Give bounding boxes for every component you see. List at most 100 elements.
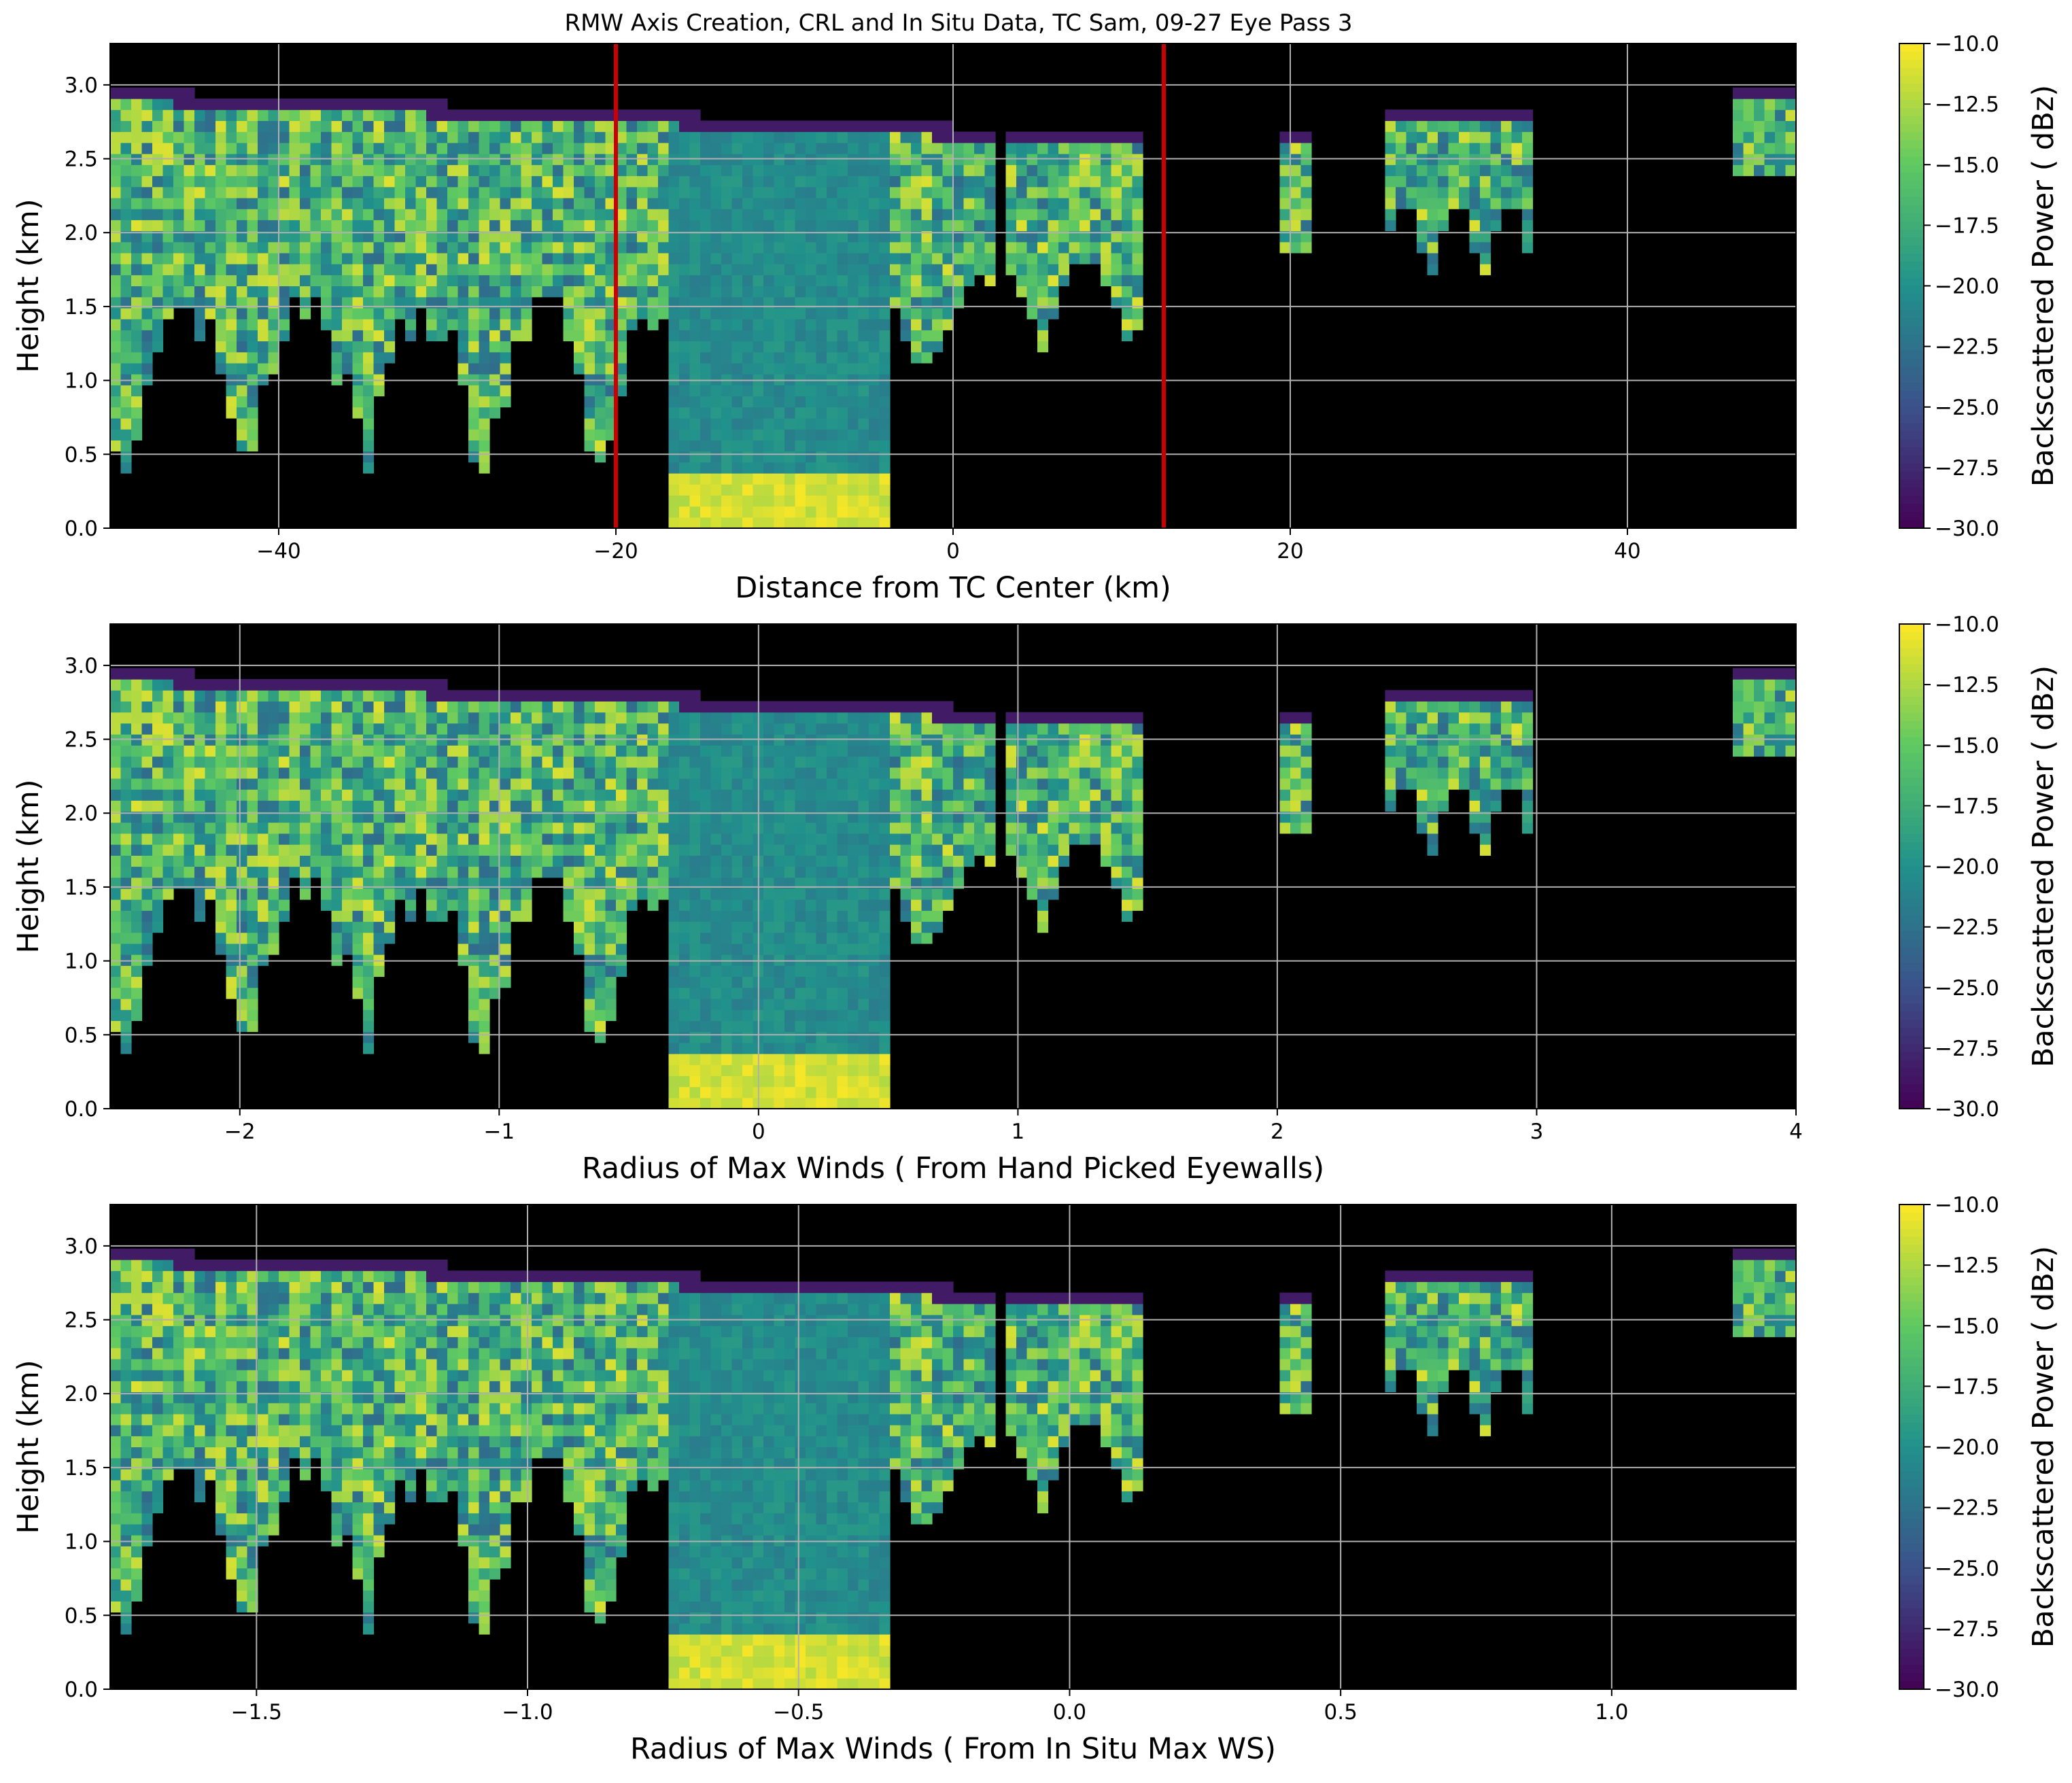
heatmap-cell [784, 451, 795, 463]
heatmap-cell [700, 308, 711, 319]
heatmap-cell [353, 844, 364, 856]
heatmap-cell [806, 275, 816, 286]
heatmap-cell [215, 789, 226, 801]
heatmap-cell [121, 330, 132, 341]
heatmap-cell [237, 99, 247, 110]
heatmap-cell [763, 220, 774, 231]
heatmap-cell [447, 109, 458, 121]
heatmap-cell [679, 690, 690, 702]
heatmap-cell [110, 120, 121, 132]
heatmap-cell [1417, 143, 1428, 154]
heatmap-cell [205, 888, 216, 900]
heatmap-cell [405, 701, 416, 712]
heatmap-cell [542, 701, 553, 712]
heatmap-cell [121, 767, 132, 779]
heatmap-cell [774, 506, 785, 518]
heatmap-cell [300, 690, 311, 702]
heatmap-cell [859, 789, 869, 801]
heatmap-cell [816, 988, 827, 999]
heatmap-cell [869, 954, 880, 966]
heatmap-cell [384, 899, 395, 911]
heatmap-cell [838, 253, 848, 264]
heatmap-cell [564, 910, 574, 922]
heatmap-cell [553, 120, 564, 132]
heatmap-cell [258, 910, 269, 922]
heatmap-cell [458, 701, 469, 712]
heatmap-cell [595, 109, 606, 121]
heatmap-cell [479, 844, 490, 856]
heatmap-cell [142, 800, 153, 812]
heatmap-cell [753, 176, 764, 188]
heatmap-cell [711, 506, 722, 518]
heatmap-cell [784, 1064, 795, 1076]
heatmap-cell [363, 341, 374, 353]
heatmap-cell [258, 176, 269, 188]
heatmap-cell [121, 396, 132, 408]
heatmap-cell [869, 308, 880, 319]
heatmap-cell [1406, 187, 1417, 198]
heatmap-cell [321, 867, 332, 878]
heatmap-cell [679, 165, 690, 176]
heatmap-cell [489, 264, 500, 275]
heatmap-cell [816, 120, 827, 132]
heatmap-cell [173, 844, 184, 856]
heatmap-cell [458, 253, 469, 264]
heatmap-cell [290, 723, 300, 735]
heatmap-cell [595, 965, 606, 977]
heatmap-cell [585, 965, 595, 977]
heatmap-cell [458, 341, 469, 353]
heatmap-cell [121, 242, 132, 254]
heatmap-cell [405, 855, 416, 867]
heatmap-cell [353, 690, 364, 702]
heatmap-cell [163, 823, 174, 834]
heatmap-cell [426, 855, 437, 867]
heatmap-cell [1459, 143, 1470, 154]
heatmap-cell [226, 910, 237, 922]
heatmap-cell [574, 187, 585, 198]
heatmap-cell [163, 120, 174, 132]
heatmap-cell [848, 899, 859, 911]
heatmap-cell [521, 800, 532, 812]
heatmap-cell [700, 999, 711, 1010]
heatmap-cell [595, 988, 606, 999]
heatmap-cell [247, 1020, 258, 1032]
heatmap-cell [131, 745, 142, 757]
heatmap-cell [521, 690, 532, 702]
heatmap-cell [838, 209, 848, 220]
heatmap-cell [911, 198, 922, 209]
heatmap-cell [479, 396, 490, 408]
heatmap-cell [1027, 187, 1038, 198]
heatmap-cell [711, 341, 722, 353]
heatmap-cell [1449, 143, 1460, 154]
x-axis-label: Distance from TC Center (km) [735, 571, 1171, 605]
heatmap-cell [215, 679, 226, 691]
heatmap-cell [763, 899, 774, 911]
heatmap-cell [721, 198, 732, 209]
heatmap-cell [827, 484, 838, 496]
heatmap-cell [595, 1020, 606, 1032]
heatmap-cell [721, 385, 732, 396]
heatmap-cell [585, 187, 595, 198]
heatmap-cell [395, 99, 406, 110]
heatmap-cell [859, 198, 869, 209]
heatmap-cell [131, 701, 142, 712]
heatmap-cell [437, 723, 448, 735]
heatmap-cell [458, 833, 469, 845]
heatmap-cell [827, 143, 838, 154]
heatmap-cell [848, 767, 859, 779]
heatmap-cell [226, 723, 237, 735]
heatmap-cell [194, 120, 205, 132]
heatmap-cell [437, 800, 448, 812]
heatmap-cell [332, 264, 343, 275]
heatmap-cell [374, 187, 385, 198]
heatmap-cell [869, 484, 880, 496]
heatmap-cell [848, 220, 859, 231]
heatmap-cell [152, 690, 163, 702]
heatmap-cell [468, 407, 479, 419]
heatmap-cell [142, 944, 153, 955]
heatmap-cell [384, 132, 395, 143]
heatmap-cell [721, 977, 732, 988]
heatmap-cell [595, 330, 606, 341]
heatmap-cell [690, 800, 701, 812]
heatmap-cell [405, 286, 416, 298]
